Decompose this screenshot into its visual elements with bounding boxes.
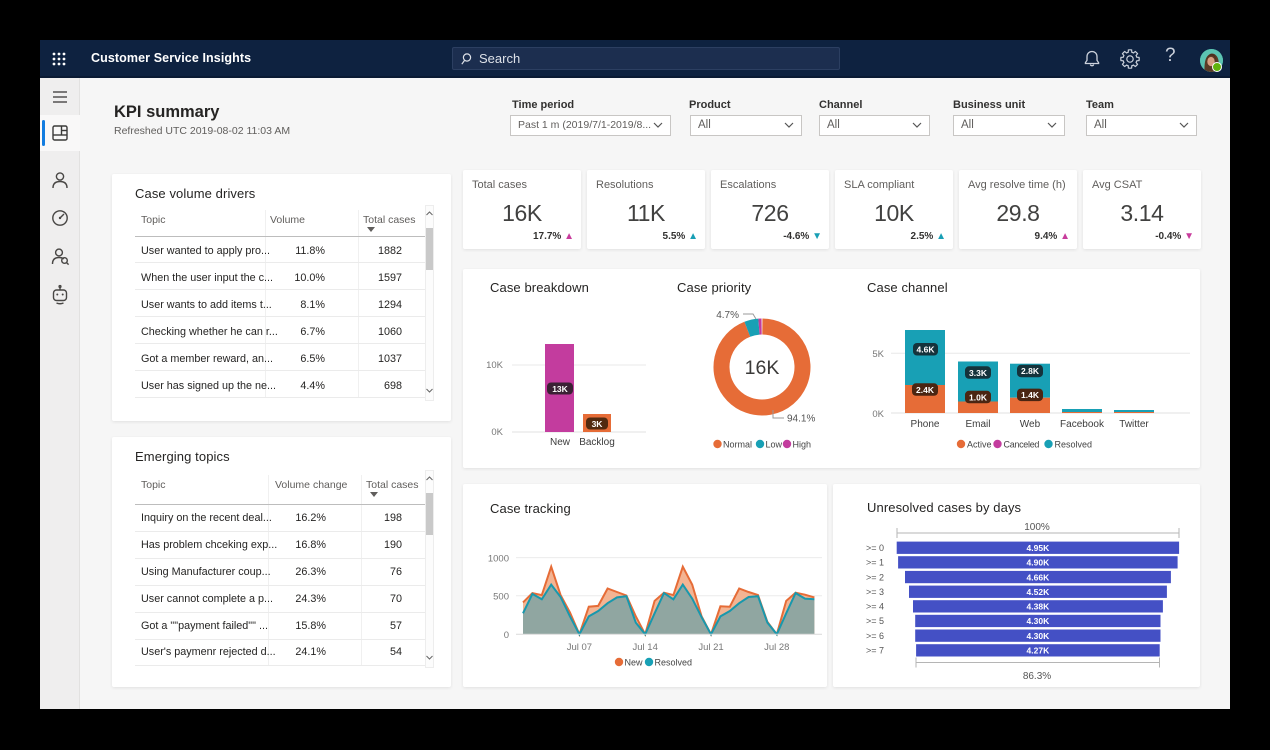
svg-text:Facebook: Facebook xyxy=(1060,419,1105,430)
svg-text:3.3K: 3.3K xyxy=(969,368,988,378)
svg-text:4.90K: 4.90K xyxy=(1027,558,1051,568)
svg-text:Phone: Phone xyxy=(911,419,940,430)
svg-text:86.3%: 86.3% xyxy=(1023,671,1051,682)
svg-text:16K: 16K xyxy=(745,357,780,379)
svg-text:Active: Active xyxy=(967,440,992,450)
svg-text:4.95K: 4.95K xyxy=(1027,543,1051,553)
svg-text:4.7%: 4.7% xyxy=(716,310,739,321)
svg-text:4.27K: 4.27K xyxy=(1027,646,1051,656)
svg-text:4.38K: 4.38K xyxy=(1027,602,1051,612)
svg-text:Jul 28: Jul 28 xyxy=(764,642,789,653)
svg-text:>= 7: >= 7 xyxy=(866,646,884,656)
svg-text:10K: 10K xyxy=(486,360,504,371)
svg-text:Twitter: Twitter xyxy=(1119,419,1149,430)
svg-text:94.1%: 94.1% xyxy=(787,414,815,425)
svg-text:1.4K: 1.4K xyxy=(1021,390,1040,400)
svg-text:Resolved: Resolved xyxy=(1055,440,1093,450)
svg-text:0: 0 xyxy=(504,630,509,641)
svg-text:4.30K: 4.30K xyxy=(1027,631,1051,641)
svg-text:500: 500 xyxy=(493,591,509,602)
svg-text:2.4K: 2.4K xyxy=(916,385,935,395)
svg-text:1.0K: 1.0K xyxy=(969,392,988,402)
svg-text:High: High xyxy=(793,440,812,450)
svg-text:13K: 13K xyxy=(552,384,568,394)
svg-text:4.66K: 4.66K xyxy=(1027,572,1051,582)
svg-text:Normal: Normal xyxy=(723,440,752,450)
svg-text:Resolved: Resolved xyxy=(655,658,693,668)
svg-text:>= 4: >= 4 xyxy=(866,602,884,612)
svg-text:>= 3: >= 3 xyxy=(866,587,884,597)
svg-text:New: New xyxy=(550,437,571,448)
svg-text:100%: 100% xyxy=(1024,522,1050,533)
svg-text:>= 6: >= 6 xyxy=(866,631,884,641)
svg-text:>= 2: >= 2 xyxy=(866,572,884,582)
svg-text:4.52K: 4.52K xyxy=(1027,587,1051,597)
svg-text:>= 1: >= 1 xyxy=(866,558,884,568)
svg-text:Email: Email xyxy=(965,419,990,430)
svg-text:Jul 07: Jul 07 xyxy=(567,642,592,653)
svg-text:Canceled: Canceled xyxy=(1004,440,1040,450)
svg-text:>= 0: >= 0 xyxy=(866,543,884,553)
svg-text:2.8K: 2.8K xyxy=(1021,366,1040,376)
svg-text:1000: 1000 xyxy=(488,554,509,565)
svg-text:4.30K: 4.30K xyxy=(1027,616,1051,626)
svg-text:>= 5: >= 5 xyxy=(866,616,884,626)
svg-text:Low: Low xyxy=(766,440,783,450)
svg-text:4.6K: 4.6K xyxy=(917,345,936,355)
svg-text:3K: 3K xyxy=(592,419,604,429)
svg-text:New: New xyxy=(625,658,644,668)
svg-text:Backlog: Backlog xyxy=(579,437,615,448)
svg-text:5K: 5K xyxy=(872,349,884,360)
svg-text:Web: Web xyxy=(1020,419,1041,430)
svg-text:Jul 21: Jul 21 xyxy=(698,642,723,653)
svg-text:0K: 0K xyxy=(872,409,884,420)
svg-text:Jul 14: Jul 14 xyxy=(633,642,658,653)
svg-text:0K: 0K xyxy=(491,427,503,438)
